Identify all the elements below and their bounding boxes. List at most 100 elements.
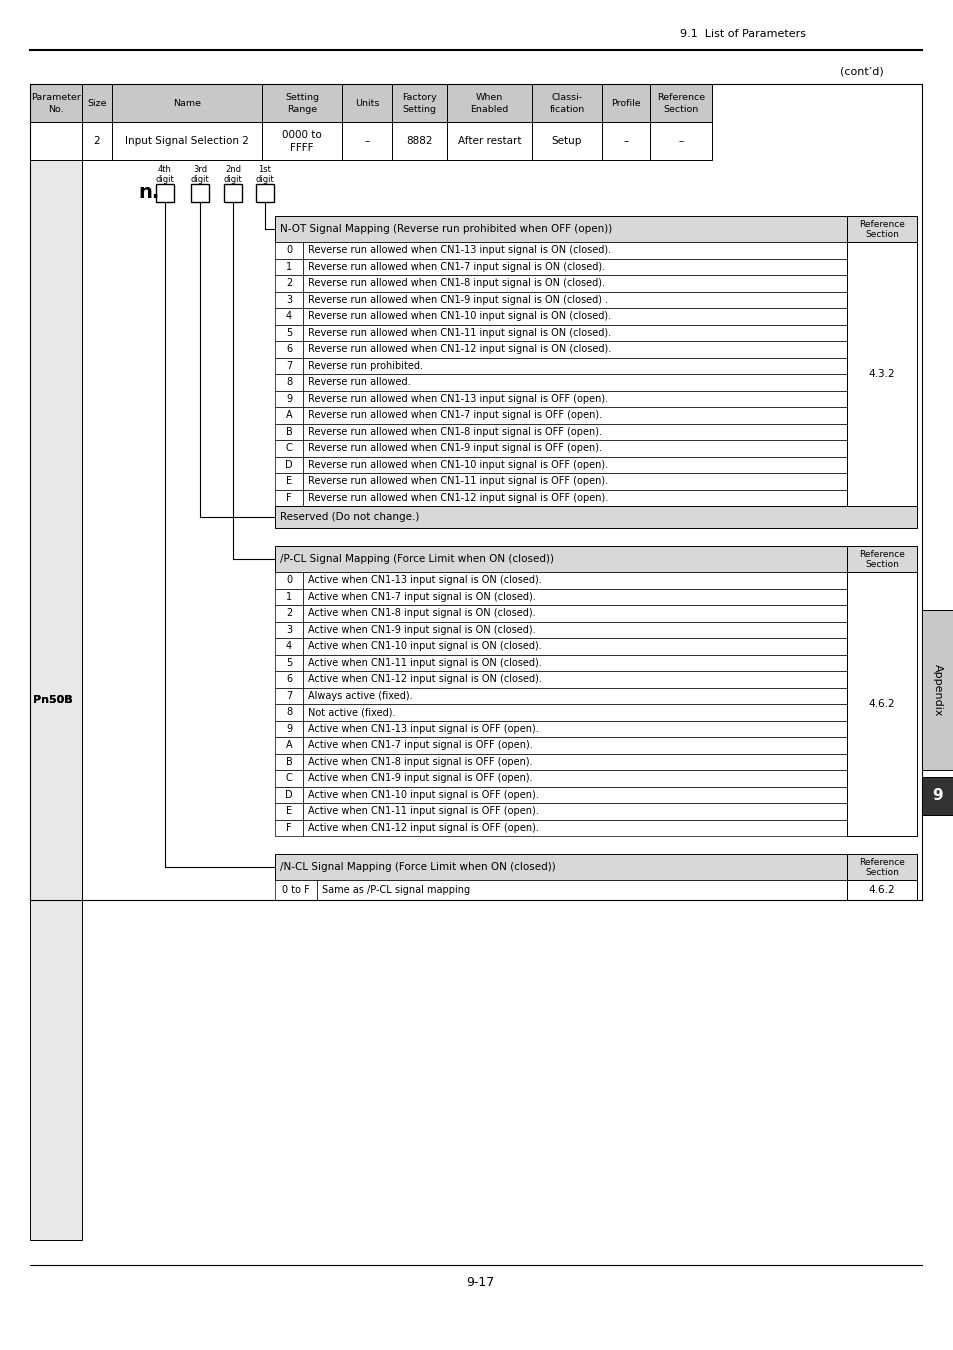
- Text: Reverse run allowed when CN1-8 input signal is ON (closed).: Reverse run allowed when CN1-8 input sig…: [308, 278, 604, 289]
- Text: Reverse run allowed when CN1-10 input signal is ON (closed).: Reverse run allowed when CN1-10 input si…: [308, 312, 611, 321]
- Bar: [274, 258, 303, 275]
- Bar: [303, 737, 846, 753]
- Text: Units: Units: [355, 99, 378, 108]
- Text: Name: Name: [172, 99, 201, 108]
- Text: 0000 to: 0000 to: [282, 131, 321, 140]
- Bar: [274, 324, 303, 342]
- Text: N-OT Signal Mapping (Reverse run prohibited when OFF (open)): N-OT Signal Mapping (Reverse run prohibi…: [280, 224, 612, 234]
- Text: When: When: [476, 93, 502, 101]
- Text: 5: 5: [286, 328, 292, 338]
- Text: digit: digit: [223, 174, 242, 184]
- Text: Not active (fixed).: Not active (fixed).: [308, 707, 395, 717]
- Text: 9: 9: [286, 724, 292, 734]
- Text: Active when CN1-8 input signal is ON (closed).: Active when CN1-8 input signal is ON (cl…: [308, 609, 535, 618]
- Text: Reverse run allowed when CN1-12 input signal is ON (closed).: Reverse run allowed when CN1-12 input si…: [308, 344, 611, 354]
- Bar: [303, 374, 846, 390]
- Bar: [274, 769, 303, 787]
- Bar: [274, 472, 303, 490]
- Bar: [649, 84, 711, 122]
- Text: 3: 3: [286, 625, 292, 634]
- Text: Section: Section: [864, 868, 898, 876]
- Bar: [82, 84, 112, 122]
- Text: 1st: 1st: [258, 166, 272, 174]
- Bar: [921, 778, 953, 815]
- Bar: [303, 472, 846, 490]
- Text: Active when CN1-9 input signal is OFF (open).: Active when CN1-9 input signal is OFF (o…: [308, 774, 532, 783]
- Bar: [274, 605, 303, 621]
- Text: Reverse run allowed when CN1-13 input signal is OFF (open).: Reverse run allowed when CN1-13 input si…: [308, 394, 607, 404]
- Text: Active when CN1-11 input signal is OFF (open).: Active when CN1-11 input signal is OFF (…: [308, 806, 538, 817]
- Bar: [316, 880, 846, 900]
- Bar: [303, 292, 846, 308]
- Text: Always active (fixed).: Always active (fixed).: [308, 691, 413, 701]
- Bar: [303, 490, 846, 506]
- Bar: [274, 390, 303, 406]
- Text: 4: 4: [286, 641, 292, 651]
- Text: /N-CL Signal Mapping (Force Limit when ON (closed)): /N-CL Signal Mapping (Force Limit when O…: [280, 863, 556, 872]
- Bar: [274, 621, 303, 639]
- Bar: [30, 122, 82, 161]
- Text: Active when CN1-12 input signal is ON (closed).: Active when CN1-12 input signal is ON (c…: [308, 674, 541, 684]
- Text: Reverse run allowed when CN1-9 input signal is ON (closed) .: Reverse run allowed when CN1-9 input sig…: [308, 294, 607, 305]
- Text: A: A: [285, 740, 292, 751]
- Text: F: F: [286, 493, 292, 502]
- Bar: [303, 242, 846, 258]
- Text: digit: digit: [155, 174, 174, 184]
- Text: –: –: [678, 136, 683, 146]
- Text: 1: 1: [286, 591, 292, 602]
- Text: 8882: 8882: [406, 136, 433, 146]
- Text: 6: 6: [286, 344, 292, 354]
- Bar: [846, 855, 916, 880]
- Bar: [303, 424, 846, 440]
- Text: F: F: [286, 822, 292, 833]
- Text: Reverse run allowed when CN1-9 input signal is OFF (open).: Reverse run allowed when CN1-9 input sig…: [308, 443, 601, 454]
- Bar: [341, 122, 392, 161]
- Bar: [303, 803, 846, 819]
- Text: Factory: Factory: [402, 93, 436, 101]
- Text: 9: 9: [932, 788, 943, 803]
- Bar: [30, 161, 82, 1241]
- Bar: [274, 358, 303, 374]
- Bar: [921, 610, 953, 770]
- Text: B: B: [285, 757, 292, 767]
- Bar: [303, 621, 846, 639]
- Text: C: C: [285, 774, 292, 783]
- Bar: [846, 216, 916, 242]
- Bar: [274, 506, 916, 528]
- Bar: [303, 589, 846, 605]
- Bar: [274, 292, 303, 308]
- Text: 4.6.2: 4.6.2: [868, 886, 894, 895]
- Bar: [274, 703, 303, 721]
- Text: Reverse run allowed when CN1-7 input signal is ON (closed).: Reverse run allowed when CN1-7 input sig…: [308, 262, 604, 271]
- Bar: [274, 242, 303, 258]
- Text: D: D: [285, 790, 293, 799]
- Text: Same as /P-CL signal mapping: Same as /P-CL signal mapping: [322, 886, 470, 895]
- Bar: [846, 545, 916, 572]
- Bar: [303, 639, 846, 655]
- Bar: [274, 880, 316, 900]
- Text: 2: 2: [286, 278, 292, 289]
- Text: 9.1  List of Parameters: 9.1 List of Parameters: [679, 28, 805, 39]
- Text: Appendix: Appendix: [932, 664, 942, 717]
- Text: Reference: Reference: [858, 859, 904, 867]
- Text: D: D: [285, 460, 293, 470]
- Bar: [303, 324, 846, 342]
- Text: (cont’d): (cont’d): [840, 68, 882, 77]
- Text: 2: 2: [93, 136, 100, 146]
- Bar: [274, 545, 846, 572]
- Text: Active when CN1-12 input signal is OFF (open).: Active when CN1-12 input signal is OFF (…: [308, 822, 538, 833]
- Text: A: A: [285, 410, 292, 420]
- Bar: [274, 275, 303, 292]
- Text: FFFF: FFFF: [290, 143, 314, 153]
- Text: Reverse run allowed.: Reverse run allowed.: [308, 377, 410, 387]
- Text: Reverse run prohibited.: Reverse run prohibited.: [308, 360, 422, 371]
- Text: 0 to F: 0 to F: [282, 886, 310, 895]
- Bar: [303, 342, 846, 358]
- Text: Section: Section: [864, 230, 898, 239]
- Text: 4: 4: [286, 312, 292, 321]
- Text: 7: 7: [286, 691, 292, 701]
- Bar: [303, 572, 846, 589]
- Bar: [303, 819, 846, 836]
- Bar: [274, 639, 303, 655]
- Text: Input Signal Selection 2: Input Signal Selection 2: [125, 136, 249, 146]
